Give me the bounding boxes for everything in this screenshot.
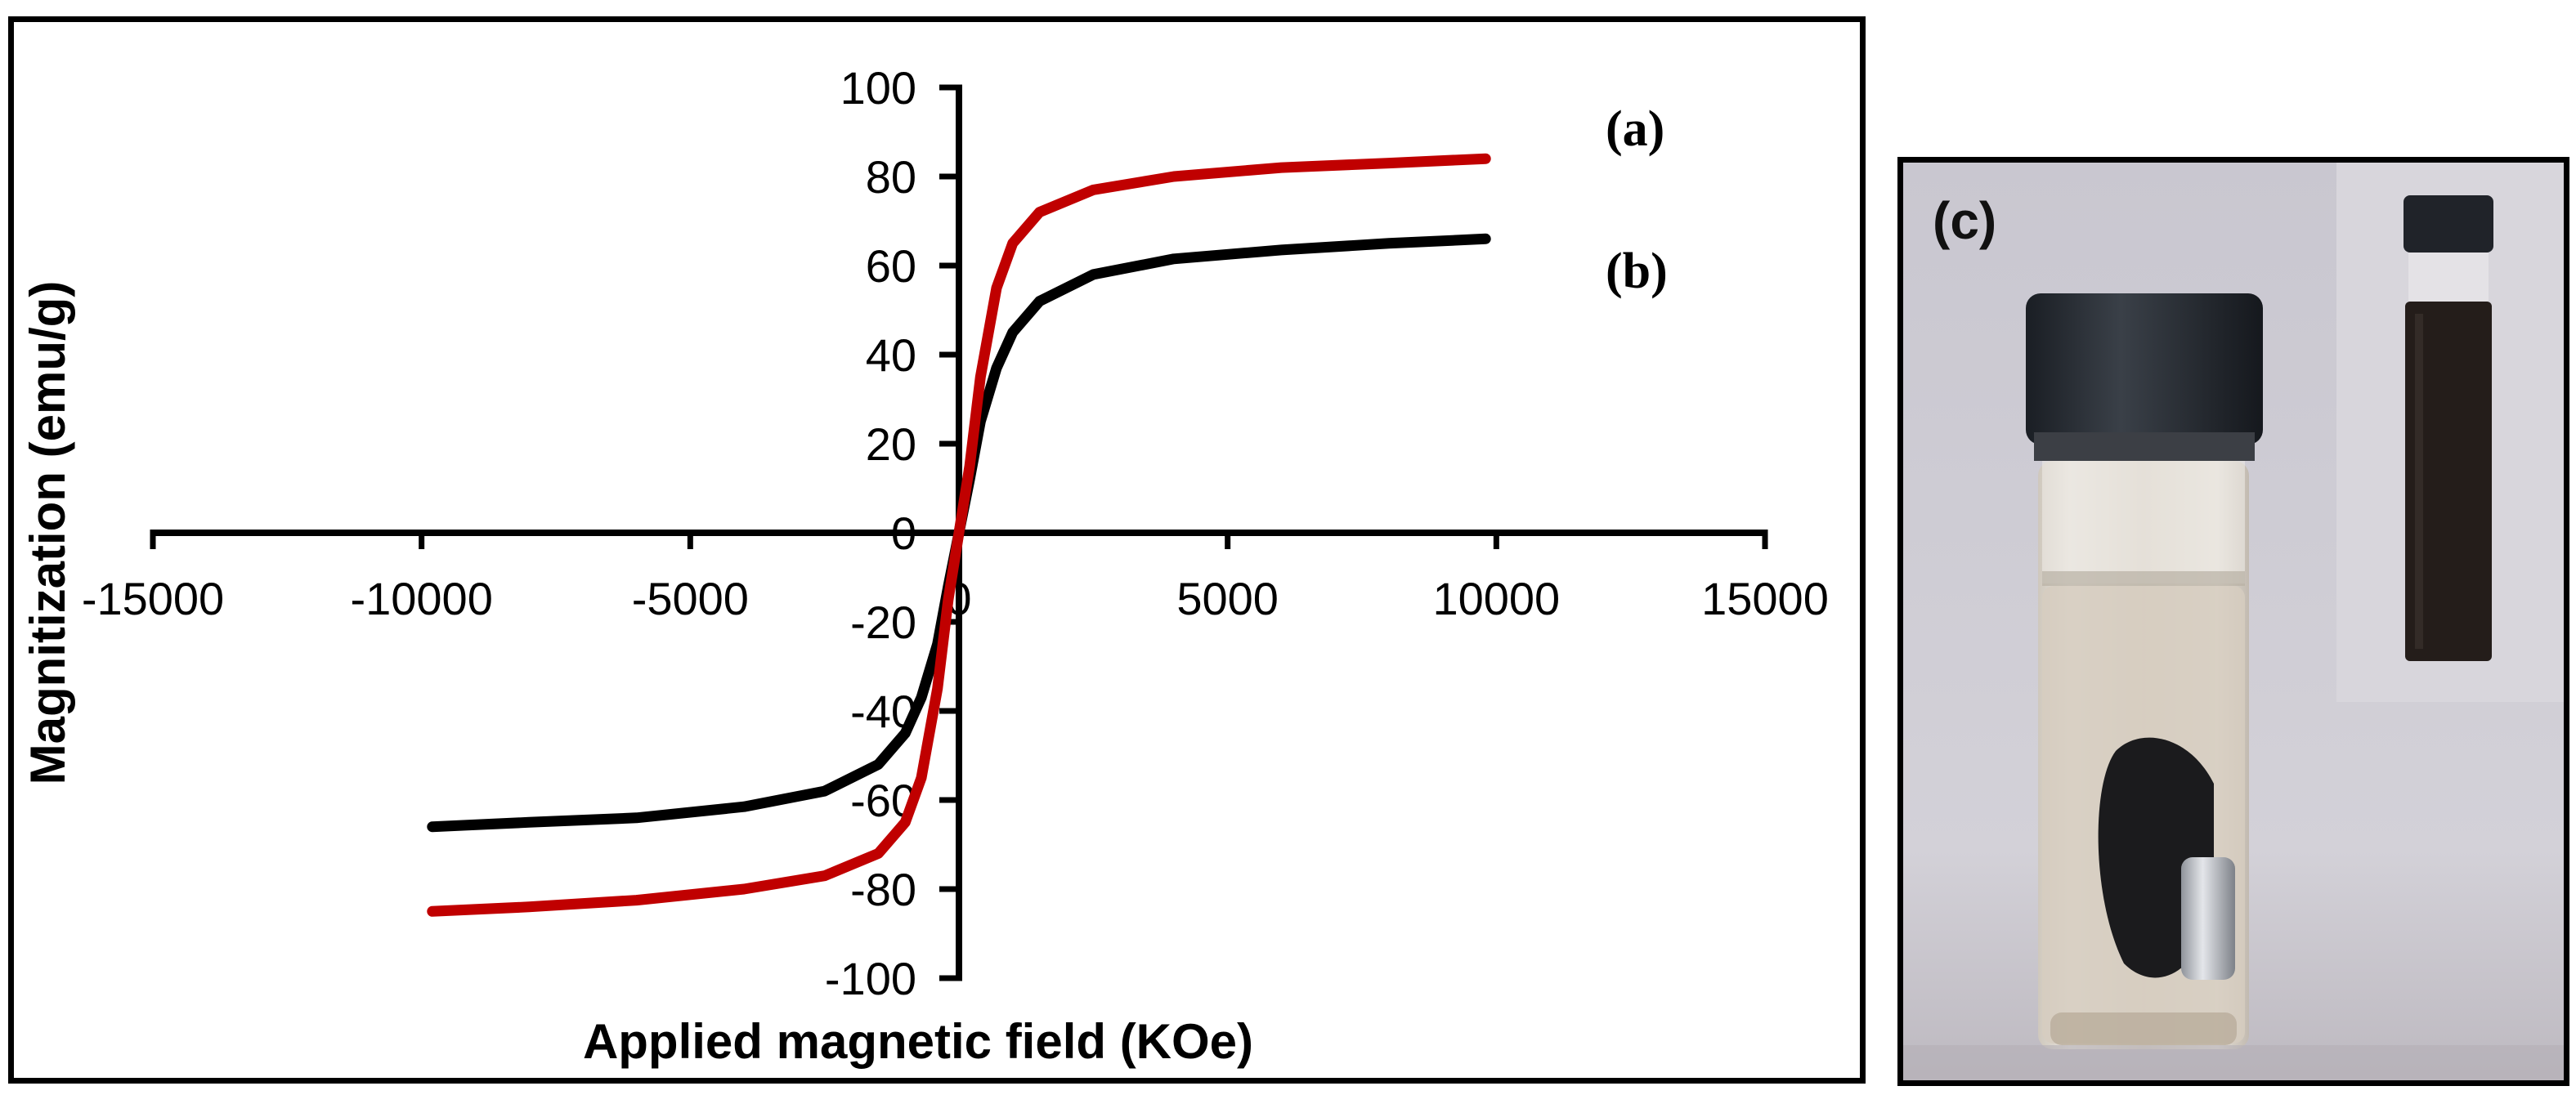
x-axis-title: Applied magnetic field (KOe) (583, 1014, 1253, 1069)
y-tick-label: 20 (866, 418, 916, 470)
chart-panel: -15000 -10000 -5000 0 5000 10000 15000 -100 -80 -… (8, 16, 1866, 1084)
photo-panel: (c) (1897, 157, 2569, 1086)
series-b-annotation: (b) (1606, 244, 1668, 299)
y-tick-label: -80 (850, 864, 916, 915)
y-tick-label: -100 (825, 953, 916, 1004)
magnet (2181, 857, 2235, 980)
y-tick-label: 100 (840, 62, 916, 114)
series-line-a (427, 153, 1491, 917)
y-axis-title: Magnitization (emu/g) (20, 281, 75, 785)
photo-label-c: (c) (1933, 191, 1997, 250)
x-tick-label: -15000 (82, 573, 224, 624)
y-tick-label: 60 (866, 240, 916, 292)
x-tick-label: -5000 (632, 573, 749, 624)
y-tick-label: 0 (891, 507, 916, 559)
magnetization-chart: -15000 -10000 -5000 0 5000 10000 15000 -100 -80 -… (20, 62, 1829, 1069)
inset-vial-photo (2336, 163, 2564, 702)
series-a-annotation: (a) (1606, 101, 1665, 157)
main-vial (2026, 293, 2263, 1049)
x-tick-label: 15000 (1701, 573, 1829, 624)
y-tick-label: 40 (866, 329, 916, 381)
y-tick-label: -20 (850, 597, 916, 648)
x-tick-label: 5000 (1176, 573, 1279, 624)
x-tick-label: -10000 (350, 573, 492, 624)
y-tick-label: 80 (866, 151, 916, 203)
vial-cap (2026, 293, 2263, 445)
vial-photo (1903, 163, 2564, 1080)
x-tick-label: 10000 (1432, 573, 1560, 624)
